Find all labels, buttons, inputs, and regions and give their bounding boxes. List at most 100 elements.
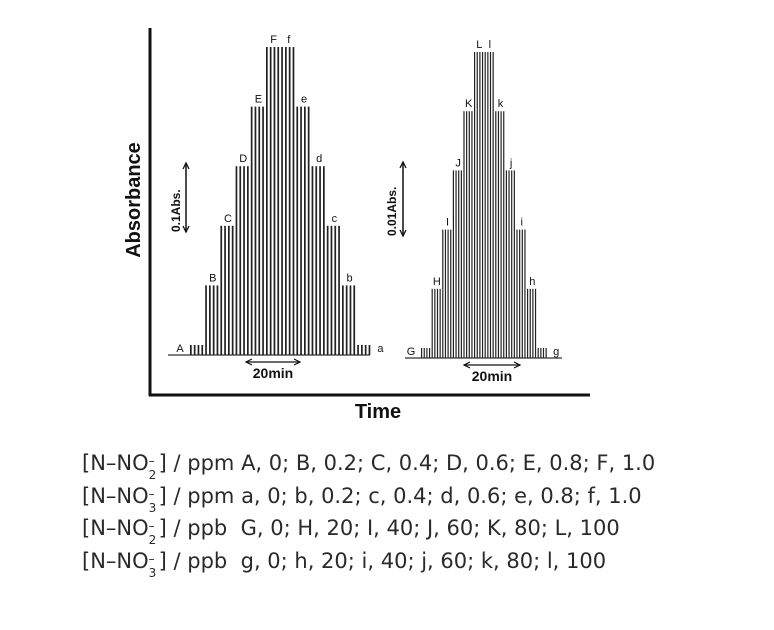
peak: [439, 288, 441, 358]
peak-group-K: [463, 111, 473, 358]
scale-label: 0.01Abs.: [385, 187, 399, 236]
peak-group-l: [484, 52, 494, 358]
scale-arrow-up: [399, 160, 407, 169]
peak: [542, 348, 545, 358]
peak-group-L: [474, 52, 484, 358]
peak: [487, 52, 489, 358]
peak: [476, 52, 478, 358]
peak-group-F: [266, 47, 280, 355]
peak: [436, 288, 439, 358]
peak: [505, 170, 507, 358]
peak: [484, 52, 486, 358]
peak: [431, 288, 433, 358]
peak-label: a: [377, 343, 384, 355]
peak-group-D: [235, 166, 249, 355]
peak: [288, 47, 291, 355]
peak-label: e: [301, 94, 307, 106]
peak: [201, 345, 204, 355]
peak: [513, 170, 515, 358]
peak: [307, 106, 310, 355]
peak: [508, 170, 510, 358]
peak: [323, 166, 325, 355]
scale-arrow-down: [182, 225, 190, 234]
peak: [357, 345, 359, 355]
peak-label: F: [270, 34, 277, 46]
peak-label: H: [433, 276, 441, 288]
chart-figure: Absorbance Time A B C D E F f e d c b a 0.1Abs. 20min…: [123, 28, 590, 423]
peak-group-d: [311, 166, 325, 355]
peak: [460, 170, 462, 358]
peak: [492, 52, 494, 358]
peak: [247, 166, 249, 355]
peak: [193, 345, 196, 355]
peak: [220, 225, 223, 355]
peak: [231, 225, 234, 355]
peak: [458, 170, 460, 358]
peak: [428, 348, 431, 358]
legend: [N–NO –2] / ppm A, 0; B, 0.2; C, 0.4; D, …: [82, 447, 655, 579]
peak: [442, 229, 444, 358]
peak: [205, 285, 207, 355]
peak-label: I: [446, 217, 449, 229]
peak: [516, 229, 518, 358]
peak: [497, 111, 500, 358]
peak-group-a: [357, 345, 371, 355]
peak-label: K: [465, 98, 473, 110]
peak: [447, 229, 449, 358]
peak: [197, 345, 200, 355]
peak: [338, 225, 340, 355]
legend-row: [N–NO –3] / ppm a, 0; b, 0.2; c, 0.4; d, …: [82, 480, 655, 514]
peak: [545, 348, 547, 358]
x-axis-label: Time: [355, 401, 401, 423]
peak: [423, 348, 425, 358]
legend-species: [N–NO: [82, 483, 149, 508]
peak: [243, 166, 245, 355]
peak: [529, 288, 531, 358]
peak: [224, 225, 226, 355]
legend-row: [N–NO –2] / ppb G, 0; H, 20; I, 40; J, 60…: [82, 512, 655, 546]
y-axis-label: Absorbance: [123, 142, 145, 258]
scale-arrow-down: [399, 229, 407, 238]
peak: [481, 52, 484, 358]
peak-label: B: [209, 272, 216, 284]
peak-group-I: [442, 229, 452, 358]
peak-label: b: [347, 272, 353, 284]
legend-row: [N–NO –3] / ppb g, 0; h, 20; i, 40; j, 60…: [82, 545, 655, 579]
peak: [228, 225, 230, 355]
peak-label: E: [255, 94, 262, 106]
panel-ppm: A B C D E F f e d c b a 0.1Abs. 20min: [168, 34, 384, 381]
legend-row: [N–NO –2] / ppm A, 0; B, 0.2; C, 0.4; D, …: [82, 447, 655, 482]
peak-label: c: [332, 213, 338, 225]
peak-group-A: [190, 345, 204, 355]
peak: [519, 229, 521, 358]
legend-unit: ] / ppm: [158, 483, 242, 508]
peak-group-g: [537, 348, 547, 358]
peak: [212, 285, 215, 355]
peak: [364, 345, 367, 355]
peak-label: h: [529, 276, 535, 288]
peak-group-G: [421, 348, 431, 358]
peak-group-e: [296, 106, 310, 355]
peak: [353, 285, 356, 355]
peak-label: L: [476, 39, 482, 51]
peak: [474, 52, 476, 358]
legend-values: a, 0; b, 0.2; c, 0.4; d, 0.6; e, 0.8; f,…: [241, 483, 642, 508]
peak-label: f: [287, 34, 291, 46]
legend-charge: –2: [148, 454, 157, 482]
peak: [326, 225, 329, 355]
peak: [319, 166, 321, 355]
peak: [471, 111, 473, 358]
peak-group-B: [205, 285, 219, 355]
peak-group-C: [220, 225, 234, 355]
peak: [450, 229, 452, 358]
peak-label: i: [520, 217, 522, 229]
peak-label: j: [509, 157, 512, 169]
time-arrow-left: [244, 358, 253, 366]
peak: [250, 106, 253, 355]
peak-label: J: [455, 157, 461, 169]
peak-label: l: [489, 39, 491, 51]
peak-group-H: [431, 288, 441, 358]
peak: [479, 52, 481, 358]
legend-unit: ] / ppb: [158, 548, 241, 573]
peak: [495, 111, 497, 358]
